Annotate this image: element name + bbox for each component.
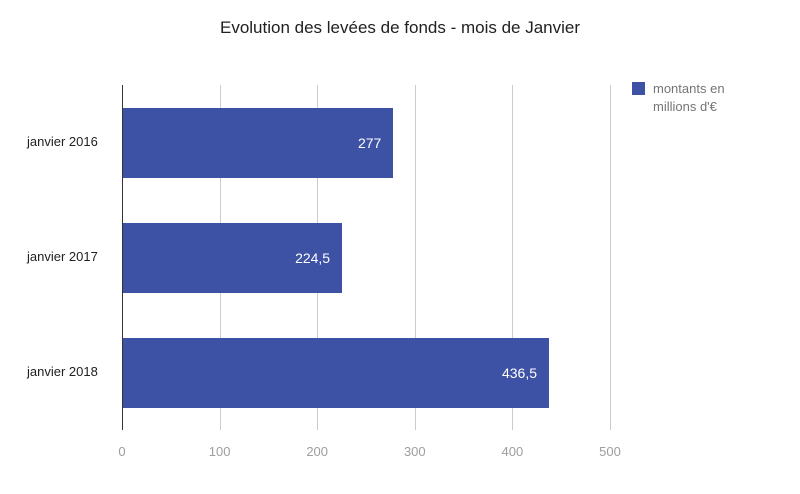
- legend: montants en millions d'€: [632, 80, 747, 116]
- x-tick-label: 200: [306, 444, 329, 459]
- x-tick-label: 400: [501, 444, 524, 459]
- gridline: [414, 85, 416, 430]
- gridline: [610, 85, 611, 430]
- x-tick-label: 500: [599, 444, 621, 459]
- category-label-janvier-2018: janvier 2018: [27, 363, 98, 379]
- x-axis-baseline: [122, 85, 123, 430]
- x-tick-label: 100: [208, 444, 231, 459]
- x-tick-label: 300: [403, 444, 426, 459]
- bar-janvier-2018[interactable]: 436,5: [123, 337, 550, 408]
- category-label-janvier-2017: janvier 2017: [27, 248, 98, 264]
- bar-value-label: 277: [357, 134, 382, 151]
- legend-swatch: [632, 82, 645, 95]
- gridline: [512, 85, 514, 430]
- bar-value-label: 224,5: [295, 249, 331, 266]
- x-tick-label: 0: [118, 444, 126, 459]
- category-label-janvier-2016: janvier 2016: [27, 133, 98, 149]
- chart-title: Evolution des levées de fonds - mois de …: [219, 18, 581, 37]
- bar-janvier-2017[interactable]: 224,5: [123, 222, 343, 293]
- bar-value-label: 436,5: [501, 364, 538, 381]
- bar-janvier-2016[interactable]: 277: [123, 107, 394, 178]
- plot-area: 0 100 200 300 400 500 277 224,5 436,5: [118, 85, 662, 459]
- legend-label: montants en millions d'€: [653, 81, 725, 114]
